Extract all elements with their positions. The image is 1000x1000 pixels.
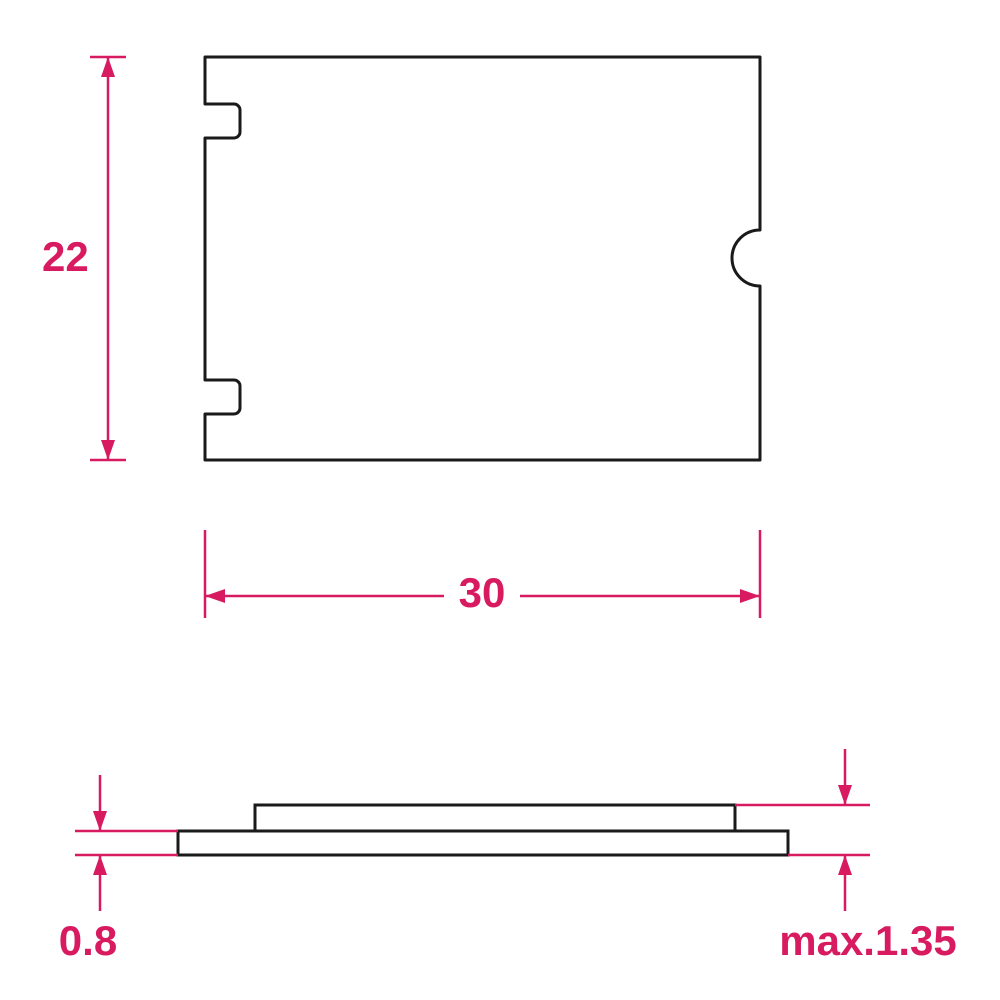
arrowhead: [101, 440, 115, 460]
arrowhead: [93, 811, 107, 831]
arrowhead: [101, 57, 115, 77]
arrowhead: [838, 855, 852, 875]
dimension-label: 30: [459, 569, 506, 616]
side-view-label: [255, 805, 735, 831]
arrowhead: [740, 589, 760, 603]
dimension-label: max.1.35: [779, 917, 956, 964]
arrowhead: [838, 785, 852, 805]
arrowhead: [93, 855, 107, 875]
dimension-label: 22: [42, 233, 89, 280]
side-view-base: [178, 831, 788, 855]
arrowhead: [205, 589, 225, 603]
top-view-outline: [205, 57, 760, 460]
dimension-label: 0.8: [59, 917, 117, 964]
